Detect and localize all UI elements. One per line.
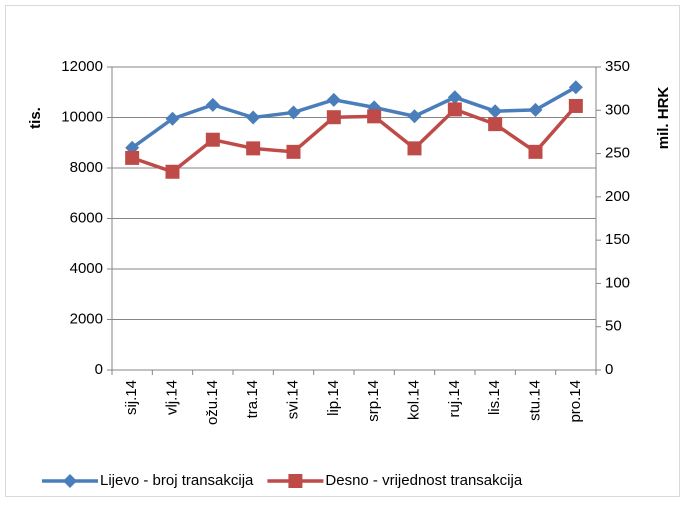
point	[407, 141, 422, 156]
x-tick-label: kol.14	[405, 380, 422, 420]
point	[246, 110, 261, 125]
x-tick-label: srp.14	[365, 380, 382, 422]
y-tick-label: 12000	[61, 58, 103, 75]
y2-axis-title: mil. HRK	[655, 87, 672, 150]
point	[165, 111, 180, 126]
y-tick-label: 2000	[70, 310, 103, 327]
y2-tick-label: 0	[605, 361, 613, 378]
x-tick-label: tra.14	[244, 380, 261, 418]
legend-marker	[63, 474, 77, 488]
point	[125, 150, 140, 165]
point	[447, 102, 462, 117]
y-tick-label: 0	[95, 361, 103, 378]
x-tick-label: ožu.14	[204, 380, 221, 425]
y2-tick-label: 200	[605, 188, 630, 205]
x-tick-label: sij.14	[123, 380, 140, 415]
point	[165, 164, 180, 179]
y-tick-label: 8000	[70, 159, 103, 176]
point	[286, 144, 301, 159]
chart-frame	[5, 5, 680, 497]
point	[246, 141, 261, 156]
legend-label: Desno - vrijednost transakcija	[325, 472, 522, 489]
x-tick-label: lis.14	[486, 380, 503, 415]
point	[326, 92, 341, 107]
y-tick-label: 4000	[70, 260, 103, 277]
point	[286, 105, 301, 120]
y2-tick-label: 150	[605, 231, 630, 248]
point	[488, 104, 503, 119]
point	[528, 144, 543, 159]
x-tick-label: pro.14	[567, 380, 584, 423]
y-axis-title: tis.	[27, 107, 44, 129]
x-tick-label: stu.14	[526, 380, 543, 421]
point	[568, 98, 583, 113]
point	[326, 110, 341, 125]
legend-label: Lijevo - broj transakcija	[100, 472, 254, 489]
x-tick-label: lip.14	[325, 380, 342, 416]
point	[367, 109, 382, 124]
y2-tick-label: 100	[605, 274, 630, 291]
y2-tick-label: 350	[605, 58, 630, 75]
x-tick-label: ruj.14	[446, 380, 463, 418]
point	[568, 80, 583, 95]
y2-tick-label: 300	[605, 101, 630, 118]
y2-tick-label: 250	[605, 145, 630, 162]
y-tick-label: 10000	[61, 108, 103, 125]
y-tick-label: 6000	[70, 209, 103, 226]
point	[488, 117, 503, 132]
point	[407, 109, 422, 124]
x-tick-label: svi.14	[284, 380, 301, 419]
point	[528, 102, 543, 117]
point	[205, 97, 220, 112]
point	[205, 132, 220, 147]
y2-tick-label: 50	[605, 318, 622, 335]
x-tick-label: vlj.14	[163, 380, 180, 415]
legend-marker	[288, 474, 303, 488]
point	[447, 90, 462, 105]
